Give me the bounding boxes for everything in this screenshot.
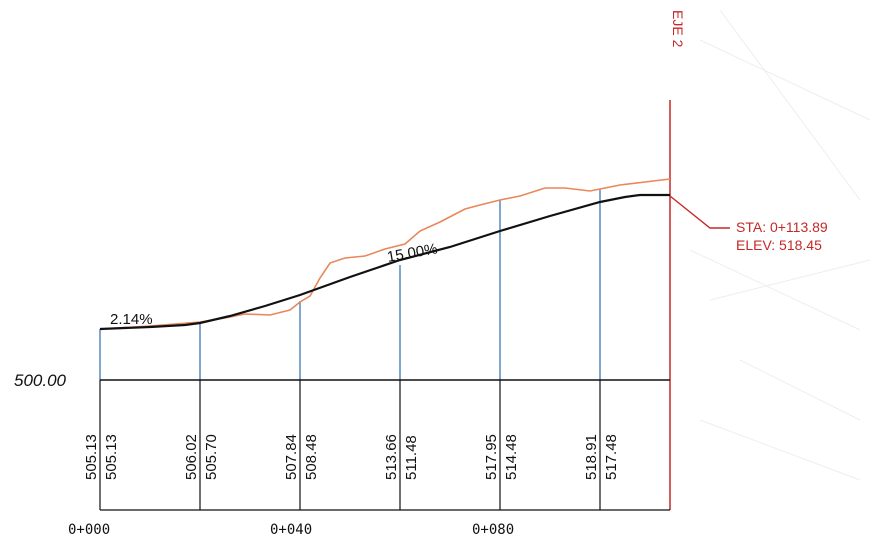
ground-elevation: 513.66 [383,434,400,480]
station-label: 0+080 [472,522,514,538]
callout-station: STA: 0+113.89 [736,219,828,235]
station-label: 0+000 [68,522,110,538]
station-label: 0+040 [270,522,312,538]
ground-elevation: 507.84 [283,434,300,480]
ordinates [99,189,601,380]
terrain-line [99,178,671,330]
axis-name: EJE 2 [670,10,686,48]
ground-elevation: 518.91 [583,434,600,480]
ground-elevation: 505.13 [83,434,100,480]
design-elevation: 511.48 [403,435,420,480]
grade-main: 15.00% [386,240,439,266]
design-elevation: 505.13 [103,434,120,480]
ground-elevation: 506.02 [183,434,200,480]
grade-left: 2.14% [110,311,153,328]
datum-label: 500.00 [14,371,67,390]
station-values: 505.13 505.13 506.02 505.70 507.84 508.4… [83,434,620,480]
callout-elevation: ELEV: 518.45 [736,237,822,253]
data-table-frame [99,380,670,511]
ground-elevation: 517.95 [483,434,500,480]
callout-leader [669,195,730,229]
background-sketch [689,9,871,481]
design-elevation: 508.48 [303,434,320,480]
design-elevation: 514.48 [503,434,520,480]
design-elevation: 517.48 [603,434,620,480]
design-elevation: 505.70 [203,434,220,480]
design-grade-line [99,193,670,331]
